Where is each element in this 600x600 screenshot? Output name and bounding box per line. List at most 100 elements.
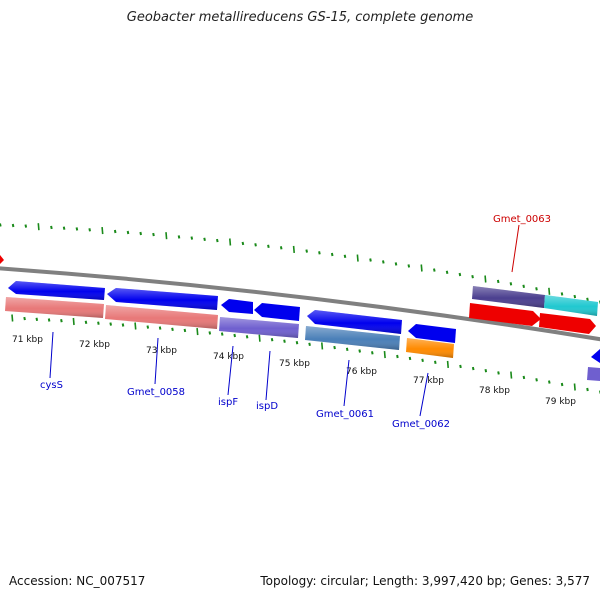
gene-label-Gmet_0061[interactable]: Gmet_0061 xyxy=(316,409,374,420)
minor-tick xyxy=(330,252,334,257)
major-tick xyxy=(484,275,487,283)
gene-label-Gmet_0062[interactable]: Gmet_0062 xyxy=(392,419,450,430)
major-tick xyxy=(165,232,168,240)
kbp-label: 74 kbp xyxy=(213,352,244,362)
minor-tick xyxy=(158,326,162,330)
kbp-label: 79 kbp xyxy=(545,397,576,407)
major-tick xyxy=(11,314,14,322)
minor-tick xyxy=(84,320,88,324)
gene-ispD-cds[interactable] xyxy=(254,303,300,321)
gene-label-Gmet_0063[interactable]: Gmet_0063 xyxy=(493,214,551,225)
minor-tick xyxy=(97,321,100,325)
minor-tick xyxy=(283,339,286,343)
minor-tick xyxy=(371,351,374,355)
minor-tick xyxy=(548,380,551,384)
minor-tick xyxy=(279,246,283,250)
minor-tick xyxy=(23,316,26,321)
major-tick xyxy=(383,351,386,359)
kbp-scale: 71 kbp 72 kbp 73 kbp 74 kbp 75 kbp 76 kb… xyxy=(12,335,576,407)
minor-tick xyxy=(484,369,488,373)
gene-labels: cysS Gmet_0058 ispF ispD Gmet_0061 Gmet_… xyxy=(40,214,551,430)
minor-tick xyxy=(433,268,436,272)
major-tick xyxy=(258,334,261,342)
minor-tick xyxy=(245,335,249,339)
minor-tick xyxy=(11,223,15,228)
minor-tick xyxy=(586,297,589,301)
gene-label-ispD[interactable]: ispD xyxy=(256,401,278,412)
minor-tick xyxy=(35,317,39,321)
minor-tick xyxy=(345,347,349,351)
minor-tick xyxy=(109,322,112,326)
genome-backbone xyxy=(0,266,600,342)
gene-Gmet_0063-red-1[interactable] xyxy=(469,303,541,326)
major-tick xyxy=(548,287,551,295)
minor-tick xyxy=(560,382,564,387)
gene-Gmet_0063-red-2[interactable] xyxy=(539,313,596,334)
minor-tick xyxy=(535,378,538,382)
minor-tick xyxy=(560,292,564,296)
minor-tick xyxy=(295,341,299,345)
kbp-label: 75 kbp xyxy=(279,359,310,369)
minor-tick xyxy=(308,342,311,346)
major-tick xyxy=(72,317,75,326)
minor-tick xyxy=(270,338,274,342)
forward-strand-features xyxy=(8,281,600,363)
minor-tick xyxy=(47,318,51,322)
genome-summary-label: Topology: circular; Length: 3,997,420 bp… xyxy=(260,574,590,588)
minor-tick xyxy=(509,282,513,286)
minor-tick xyxy=(305,249,308,253)
minor-tick xyxy=(50,225,53,230)
feature-right-edge-blue[interactable] xyxy=(591,349,600,363)
major-tick xyxy=(420,264,423,272)
major-tick xyxy=(573,383,576,391)
minor-tick xyxy=(458,272,462,277)
minor-tick xyxy=(216,238,219,243)
kbp-label: 76 kbp xyxy=(346,367,377,377)
minor-tick xyxy=(343,254,347,258)
inner-tick-track xyxy=(11,314,600,394)
minor-tick xyxy=(241,241,245,246)
minor-tick xyxy=(88,228,91,232)
minor-tick xyxy=(146,325,150,329)
minor-tick xyxy=(152,232,155,237)
minor-tick xyxy=(220,332,224,336)
gene-label-Gmet_0058[interactable]: Gmet_0058 xyxy=(127,387,185,398)
outer-tick-track xyxy=(0,223,600,304)
minor-tick xyxy=(254,243,257,247)
gene-ispF-cds[interactable] xyxy=(221,299,253,314)
minor-tick xyxy=(471,366,475,371)
minor-tick xyxy=(208,331,212,335)
minor-tick xyxy=(573,294,577,299)
minor-tick xyxy=(471,275,474,279)
minor-tick xyxy=(267,244,270,248)
minor-tick xyxy=(121,323,125,327)
minor-tick xyxy=(407,264,411,268)
gene-label-cysS[interactable]: cysS xyxy=(40,380,63,391)
minor-tick xyxy=(0,223,2,227)
gene-Gmet_0062-cds[interactable] xyxy=(408,324,456,343)
minor-tick xyxy=(434,360,437,364)
minor-tick xyxy=(60,319,63,323)
major-tick xyxy=(37,223,40,231)
major-tick xyxy=(510,371,513,379)
major-tick xyxy=(134,322,137,330)
major-tick xyxy=(101,227,104,235)
minor-tick xyxy=(24,224,28,228)
kbp-label: 78 kbp xyxy=(479,386,510,396)
kbp-label: 73 kbp xyxy=(146,346,177,356)
minor-tick xyxy=(62,226,66,230)
major-tick xyxy=(321,342,324,350)
minor-tick xyxy=(177,235,181,239)
kbp-label: 77 kbp xyxy=(413,376,444,386)
gene-leader-lines xyxy=(49,224,520,417)
minor-tick xyxy=(459,364,462,369)
accession-label: Accession: NC_007517 xyxy=(9,574,146,588)
minor-tick xyxy=(358,349,361,353)
minor-tick xyxy=(396,354,399,359)
gene-label-ispF[interactable]: ispF xyxy=(218,397,238,408)
minor-tick xyxy=(333,345,336,350)
minor-tick xyxy=(445,270,449,274)
feature-right-edge-purple[interactable] xyxy=(587,367,600,381)
